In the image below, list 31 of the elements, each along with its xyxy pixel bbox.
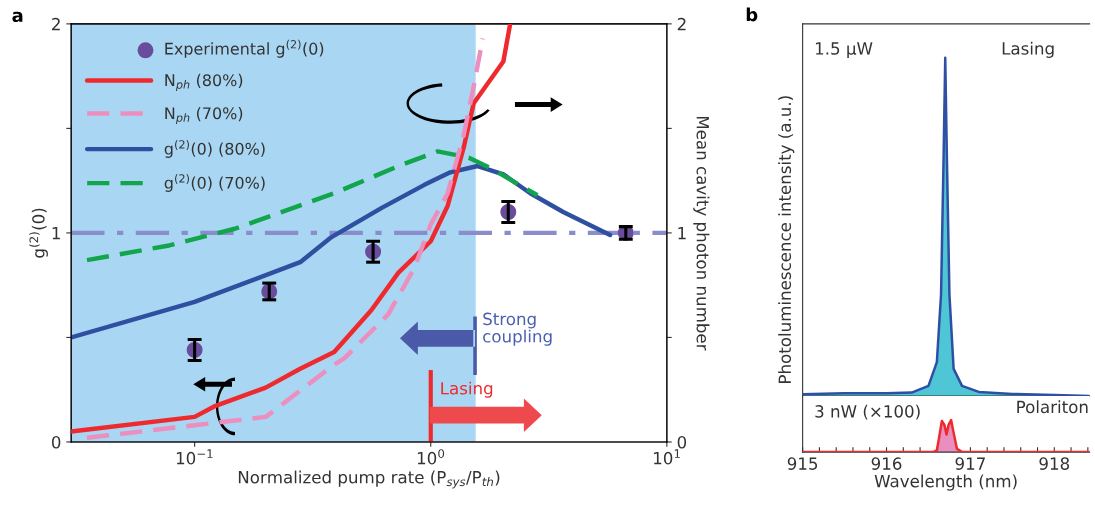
- x-tick-label: 916: [871, 457, 902, 470]
- legend-label: g$^{(2)}$(0) (80%): [164, 139, 265, 158]
- text: 3 nW (×100): [815, 404, 920, 420]
- text: Polariton: [1017, 400, 1088, 414]
- annotation: Strong coupling: [483, 312, 552, 346]
- x-tick-label: 915: [787, 457, 818, 470]
- y-axis-title: Photoluminescence intensity (a.u.): [778, 96, 795, 383]
- x-axis-title: Normalized pump rate (P$_{sys}$/P$_{th}$): [238, 470, 500, 489]
- x-tick-label: 917: [955, 457, 985, 470]
- chart-title: b: [746, 7, 758, 22]
- legend-label: N$_{ph}$ (70%): [165, 106, 243, 124]
- chart-title: a: [12, 11, 23, 23]
- y2-tick-label: 2: [677, 17, 686, 31]
- y-tick-label: 1: [52, 227, 60, 240]
- y-tick-label: 0: [51, 435, 61, 449]
- legend-label: Experimental g$^{(2)}$(0): [165, 39, 324, 58]
- x-tick-label: 10$^{1}$: [654, 449, 680, 465]
- y2-axis-title: Mean cavity photon number: [693, 116, 710, 351]
- y-axis-title: g$^{(2)}$(0): [29, 208, 48, 258]
- y2-tick-label: 0: [677, 435, 687, 449]
- legend-label: g$^{(2)}$(0) (70%): [164, 174, 265, 192]
- x-tick-label: 10$^{0}$: [417, 449, 445, 465]
- annotation: Lasing: [1002, 41, 1054, 58]
- legend-label: N$_{ph}$ (80%): [165, 73, 243, 91]
- annotation: 1.5 µW: [815, 42, 873, 58]
- x-tick-label: 10$^{−1}$: [176, 449, 213, 465]
- ref-line-label: Lasing: [441, 381, 493, 398]
- y-tick-label: 2: [52, 17, 60, 31]
- x-axis-title: Wavelength (nm): [874, 474, 1017, 491]
- x-tick-label: 918: [1039, 457, 1070, 470]
- y2-tick-label: 1: [678, 227, 686, 240]
